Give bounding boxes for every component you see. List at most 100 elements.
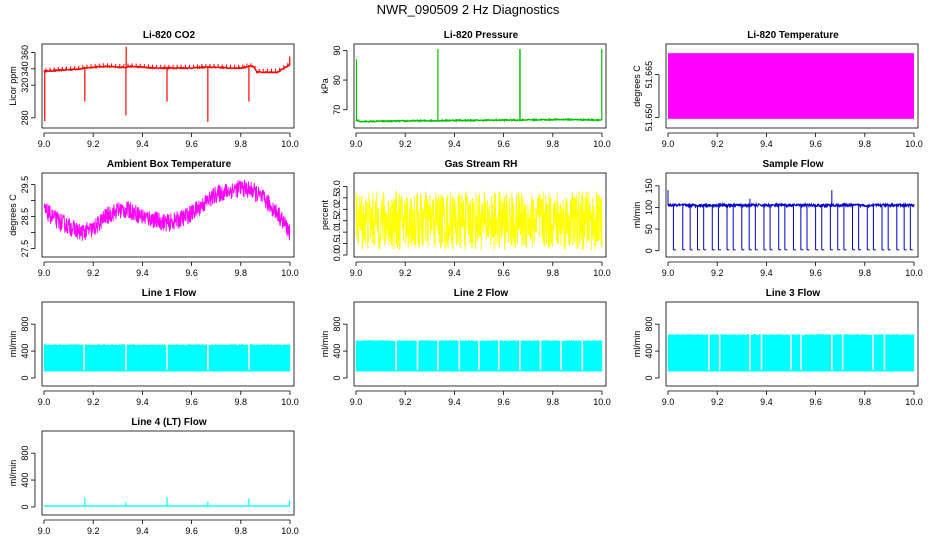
x-tick-label: 9.4 [448,139,461,149]
x-tick-label: 9.6 [809,397,822,407]
x-tick-label: 9.6 [185,268,198,278]
y-tick-label: 800 [20,317,30,332]
plot-frame [41,172,295,258]
flow-gap-4 [458,337,461,370]
x-tick-label: 10.0 [593,268,611,278]
x-tick-label: 10.0 [281,139,299,149]
x-tick-label: 9.8 [235,268,248,278]
y-tick-label: 28.5 [20,208,30,226]
panel-2: Li-820 Pressure 9.0 9.2 9.4 9.6 9.8 10.0 70 80 90… [320,30,611,149]
series-line [355,191,603,251]
x-tick-label: 10.0 [593,139,611,149]
x-tick-label: 9.6 [497,268,510,278]
y-tick-label: 800 [332,317,342,332]
x-tick-label: 9.4 [760,397,773,407]
y-tick-label: 1.5 [332,214,342,227]
x-tick-label: 10.0 [593,397,611,407]
plot-area [44,497,291,507]
x-tick-label: 10.0 [905,397,923,407]
y-tick-label: 2.5 [332,192,342,205]
x-tick-label: 9.8 [547,268,560,278]
y-tick-label: 3.0 [332,180,342,193]
y-tick-label: 400 [332,344,342,359]
series-line [43,179,291,241]
y-axis-label: ml/min [632,202,642,229]
x-tick-label: 9.2 [711,268,724,278]
x-tick-label: 9.2 [87,397,100,407]
x-tick-label: 9.0 [662,268,675,278]
flow-gap-2 [416,337,419,370]
x-tick-label: 9.4 [136,526,149,536]
x-tick-label: 10.0 [281,268,299,278]
flow-gap-10 [883,331,886,370]
x-tick-label: 9.4 [136,268,149,278]
flow-gap-6 [800,331,802,370]
plot-frame [665,43,919,129]
y-tick-label: 2.0 [332,203,342,216]
plot-area [355,191,603,251]
y-tick-label: 0.5 [332,237,342,250]
y-tick-label: 280 [20,110,30,125]
flow-gap-1 [708,331,710,370]
y-axis-label: degrees C [8,194,18,236]
x-tick-label: 9.8 [859,397,872,407]
panel-1: Li-820 CO2 9.0 9.2 9.4 9.6 9.8 10.0 280 320 34036… [8,30,299,149]
plot-area [43,46,291,122]
plot-frame [41,430,295,516]
x-tick-label: 10.0 [905,268,923,278]
y-axis-label: Licor ppm [8,66,18,106]
x-tick-label: 9.2 [399,139,412,149]
y-axis-label: percent [320,199,330,230]
x-tick-label: 9.8 [547,397,560,407]
x-tick-label: 9.2 [87,268,100,278]
panel-title: Gas Stream RH [445,159,518,170]
x-tick-label: 9.4 [136,139,149,149]
panel-5: Gas Stream RH9.0 9.2 9.4 9.6 9.8 10.00.00.51.… [320,159,611,278]
y-tick-label: 70 [332,105,342,115]
panel-title: Li-820 Pressure [444,30,519,41]
y-tick-label: 100 [644,200,654,215]
x-tick-label: 9.8 [235,397,248,407]
flow-gap-2 [125,341,127,370]
x-tick-label: 9.4 [448,397,461,407]
x-tick-label: 9.6 [809,139,822,149]
flow-gap-3 [437,337,439,370]
panel-7: Line 1 Flow 9.0 9.2 9.4 9.6 9.8 10.0 0 400 800ml/… [8,288,299,407]
flow-gap-7 [831,331,833,370]
plot-area [43,341,291,372]
x-tick-label: 10.0 [281,526,299,536]
figure-title: NWR_090509 2 Hz Diagnostics [377,2,560,17]
x-tick-label: 9.8 [235,139,248,149]
x-tick-label: 9.0 [662,397,675,407]
x-tick-label: 9.2 [87,526,100,536]
x-tick-label: 9.6 [497,397,510,407]
x-tick-label: 9.4 [760,268,773,278]
panel-9: Line 3 Flow 9.0 9.2 9.4 9.6 9.8 10.0 0 400 800ml/… [632,288,923,407]
x-tick-label: 9.8 [235,526,248,536]
x-tick-label: 9.6 [185,526,198,536]
flow-gap-5 [248,341,250,370]
plot-frame [353,172,607,258]
y-axis-label: ml/min [632,331,642,358]
flow-gap-2 [718,331,721,370]
x-tick-label: 9.0 [350,397,363,407]
plot-area [667,331,915,372]
y-tick-label: 0 [644,375,654,380]
plot-area [355,48,603,124]
panel-8: Line 2 Flow 9.0 9.2 9.4 9.6 9.8 10.0 0 400 800ml/… [320,288,611,407]
x-tick-label: 9.4 [760,139,773,149]
y-axis-label: degrees C [632,65,642,107]
flow-gap-8 [841,331,844,370]
plot-area [43,179,291,241]
panel-title: Line 1 Flow [142,288,197,299]
plot-frame [41,43,295,129]
panel-3: Li-820 Temperature 9.0 9.2 9.4 9.6 9.8 10.0 51.… [632,30,923,149]
x-tick-label: 9.0 [38,268,51,278]
panel-title: Ambient Box Temperature [107,159,232,170]
x-tick-label: 9.0 [38,139,51,149]
flow-gap-3 [749,331,751,370]
flow-gap-4 [207,341,209,370]
y-tick-label: 27.5 [20,240,30,258]
flow-gap-6 [497,337,500,370]
flow-gap-3 [166,341,168,370]
